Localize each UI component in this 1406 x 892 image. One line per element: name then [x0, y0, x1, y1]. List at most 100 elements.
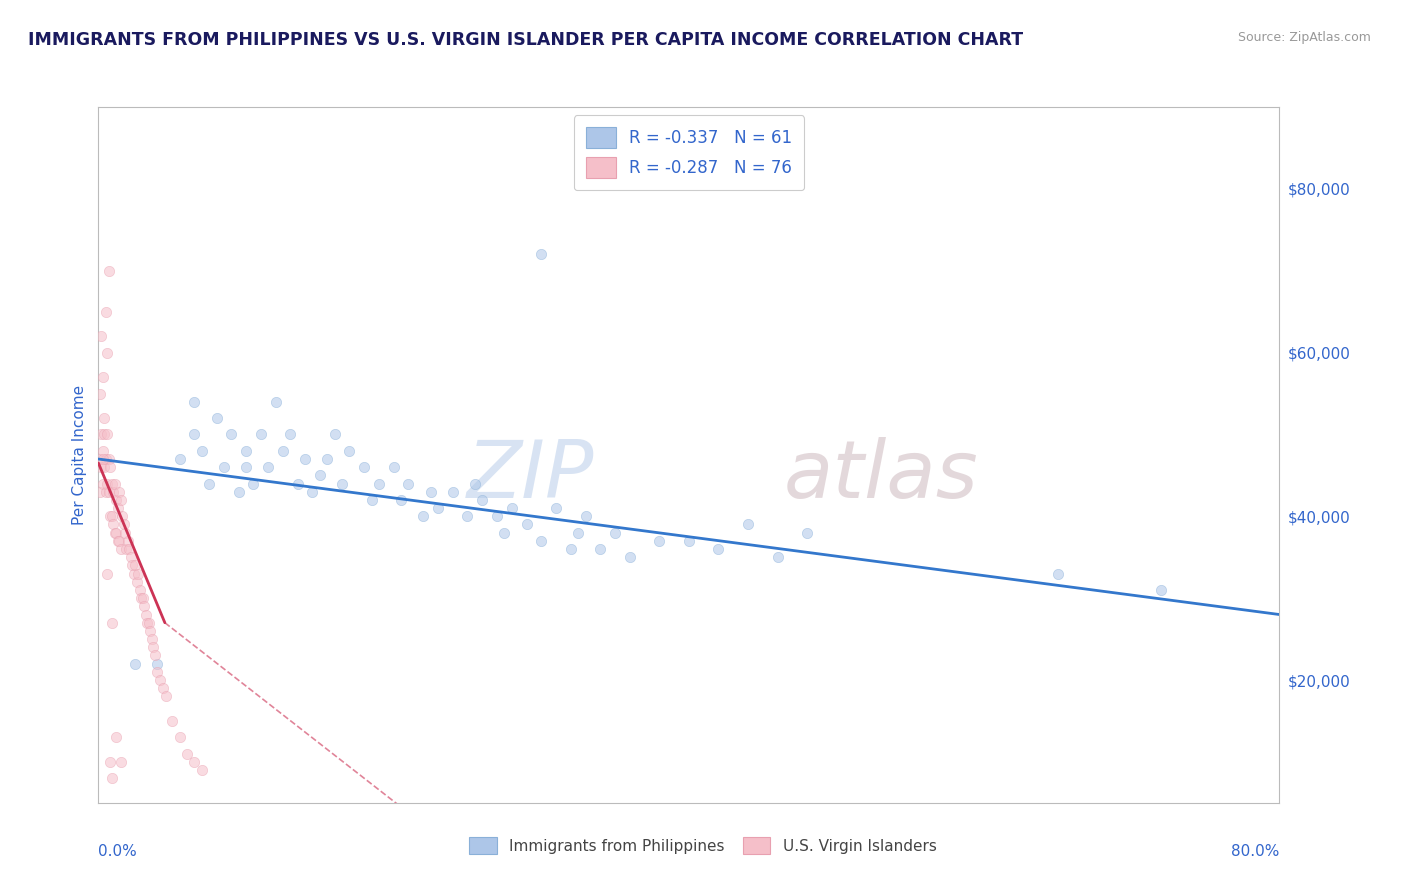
Point [93, 411, 115, 425]
Point [111, 509, 134, 524]
Point [287, 476, 309, 491]
Point [108, 484, 131, 499]
Point [678, 533, 700, 548]
Point [323, 427, 346, 442]
Point [89, 386, 111, 401]
Point [105, 731, 128, 745]
Point [162, 714, 183, 728]
Legend: R = -0.337   N = 61, R = -0.287   N = 76: R = -0.337 N = 61, R = -0.287 N = 76 [574, 115, 804, 190]
Point [91, 443, 114, 458]
Point [169, 452, 191, 467]
Point [90, 329, 112, 343]
Point [100, 509, 122, 524]
Point [122, 566, 145, 581]
Point [560, 542, 582, 557]
Point [100, 771, 122, 785]
Point [90, 460, 112, 475]
Point [98, 755, 121, 769]
Point [648, 533, 671, 548]
Text: 80.0%: 80.0% [1232, 845, 1279, 859]
Point [105, 492, 128, 507]
Point [90, 427, 112, 442]
Point [278, 427, 302, 442]
Point [707, 542, 730, 557]
Point [294, 452, 316, 467]
Point [89, 452, 111, 467]
Point [441, 484, 464, 499]
Point [264, 394, 287, 409]
Point [271, 443, 294, 458]
Point [142, 640, 165, 655]
Point [94, 304, 117, 318]
Point [115, 542, 138, 557]
Point [257, 460, 280, 475]
Point [94, 452, 117, 467]
Point [89, 484, 111, 499]
Point [419, 484, 441, 499]
Point [124, 558, 146, 573]
Point [191, 763, 214, 777]
Point [138, 615, 160, 630]
Point [456, 509, 478, 524]
Point [486, 509, 509, 524]
Point [141, 632, 163, 646]
Point [235, 460, 257, 475]
Point [605, 525, 627, 540]
Point [427, 501, 450, 516]
Point [146, 657, 169, 671]
Point [155, 690, 177, 704]
Point [121, 558, 143, 573]
Point [107, 501, 129, 516]
Point [143, 648, 166, 663]
Point [360, 492, 382, 507]
Point [242, 476, 264, 491]
Text: Source: ZipAtlas.com: Source: ZipAtlas.com [1237, 31, 1371, 45]
Point [737, 517, 759, 532]
Point [117, 533, 139, 548]
Point [97, 484, 120, 499]
Point [205, 411, 228, 425]
Point [309, 468, 332, 483]
Point [112, 517, 135, 532]
Point [127, 566, 149, 581]
Y-axis label: Per Capita Income: Per Capita Income [72, 384, 87, 525]
Point [301, 484, 323, 499]
Point [183, 394, 205, 409]
Point [100, 476, 122, 491]
Point [766, 550, 789, 565]
Point [105, 525, 128, 540]
Point [396, 476, 419, 491]
Point [96, 427, 118, 442]
Point [464, 476, 486, 491]
Point [98, 509, 121, 524]
Point [120, 550, 142, 565]
Point [124, 657, 146, 671]
Point [94, 484, 117, 499]
Point [134, 599, 156, 614]
Point [530, 533, 553, 548]
Point [1046, 566, 1069, 581]
Point [149, 673, 172, 687]
Point [110, 755, 132, 769]
Text: atlas: atlas [783, 437, 979, 515]
Point [91, 476, 114, 491]
Point [91, 370, 114, 384]
Point [129, 591, 152, 606]
Point [96, 476, 118, 491]
Point [471, 492, 494, 507]
Point [515, 517, 537, 532]
Point [228, 484, 250, 499]
Point [104, 525, 127, 540]
Point [1150, 582, 1173, 597]
Point [212, 460, 235, 475]
Point [589, 542, 612, 557]
Point [176, 747, 198, 761]
Point [191, 443, 214, 458]
Point [546, 501, 568, 516]
Point [97, 264, 120, 278]
Point [235, 443, 257, 458]
Point [139, 624, 162, 638]
Point [501, 501, 523, 516]
Point [136, 615, 159, 630]
Point [91, 452, 114, 467]
